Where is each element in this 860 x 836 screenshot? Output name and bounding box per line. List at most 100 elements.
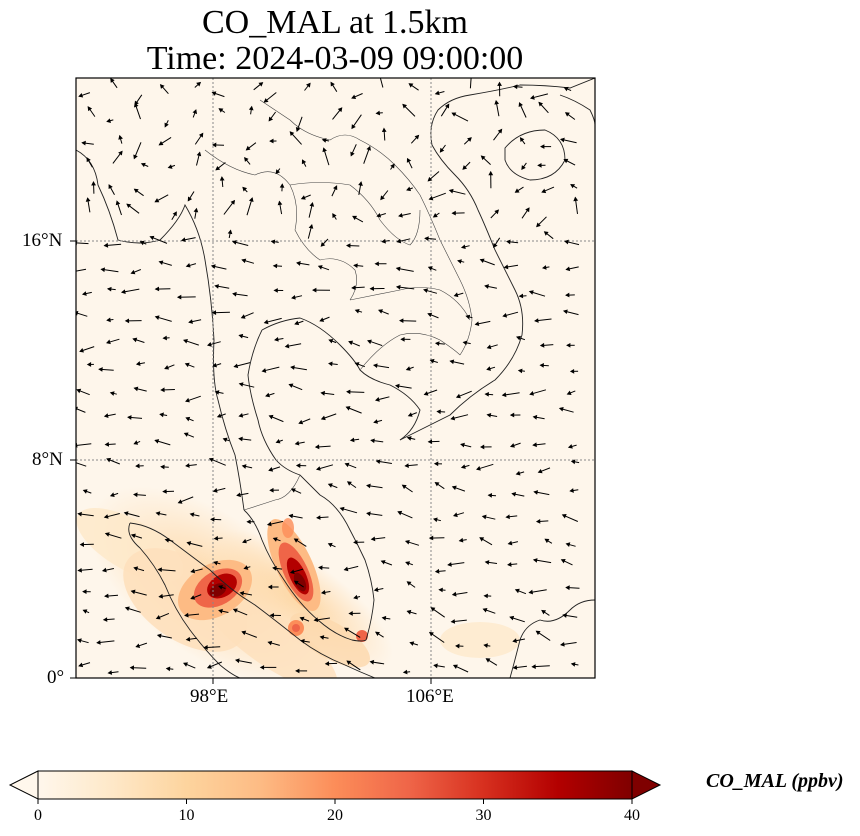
- wind-arrow-head: [135, 361, 141, 366]
- wind-arrow-head: [238, 333, 244, 339]
- wind-arrow-head: [198, 132, 204, 138]
- wind-arrow-head: [272, 566, 277, 571]
- wind-arrow-head: [109, 391, 115, 396]
- wind-arrow-head: [167, 164, 173, 169]
- wind-arrow-head: [306, 82, 311, 88]
- wind-arrow-head: [207, 342, 212, 347]
- wind-arrow-head: [438, 587, 443, 593]
- wind-arrow-head: [351, 285, 356, 291]
- wind-arrow-head: [427, 312, 433, 318]
- wind-arrow-head: [196, 81, 202, 87]
- wind-arrow-head: [184, 612, 189, 618]
- wind-arrow-head: [190, 595, 196, 600]
- wind-arrow-head: [210, 517, 215, 522]
- wind-arrow-head: [482, 607, 488, 613]
- wind-arrow-head: [450, 619, 456, 624]
- wind-arrow-head: [312, 287, 317, 293]
- wind-arrow-head: [118, 134, 123, 140]
- wind-arrow-head: [536, 222, 541, 228]
- wind-arrow-head: [238, 436, 243, 442]
- wind-arrow-head: [216, 413, 222, 418]
- wind-arrow-head: [242, 186, 248, 192]
- wind-arrow-head: [133, 386, 139, 392]
- wind-arrow-head: [353, 263, 358, 268]
- wind-arrow-head: [299, 616, 305, 622]
- wind-arrow-head: [81, 140, 86, 146]
- wind-arrow-head: [405, 561, 411, 566]
- wind-arrow-head: [505, 514, 510, 520]
- wind-arrow-head: [460, 464, 466, 469]
- wind-arrow-head: [162, 489, 167, 494]
- wind-arrow-head: [293, 580, 299, 585]
- wind-arrow-head: [212, 362, 218, 368]
- wind-arrow-head: [133, 188, 139, 194]
- wind-arrow-head: [294, 320, 300, 326]
- wind-arrow-head: [376, 212, 382, 218]
- colorbar-tick-20: 20: [327, 807, 343, 824]
- wind-arrow-head: [301, 159, 307, 165]
- wind-arrow-head: [222, 437, 228, 443]
- wind-arrow-head: [263, 98, 269, 103]
- wind-arrow-head: [127, 415, 132, 420]
- wind-arrow-head: [541, 265, 547, 270]
- wind-arrow-head: [154, 315, 160, 320]
- wind-arrow-head: [294, 440, 300, 446]
- wind-arrow-head: [185, 263, 191, 268]
- wind-arrow-head: [322, 147, 327, 153]
- wind-arrow-head: [433, 461, 439, 467]
- wind-arrow-head: [230, 199, 236, 205]
- wind-arrow-head: [349, 437, 355, 443]
- lat-tick-0: 0°: [47, 667, 65, 688]
- wind-arrow-head: [159, 84, 165, 89]
- wind-arrow-head: [428, 535, 434, 541]
- wind-arrow-head: [243, 565, 249, 570]
- wind-arrow-head: [366, 145, 371, 151]
- wind-arrow-head: [344, 462, 350, 468]
- wind-arrow-head: [449, 359, 455, 365]
- wind-arrow-head: [512, 638, 517, 644]
- wind-arrow-head: [497, 81, 502, 86]
- wind-arrow-head: [288, 513, 294, 519]
- wind-arrow-head: [317, 265, 323, 270]
- wind-arrow-head: [183, 338, 188, 344]
- wind-arrow-head: [300, 638, 305, 644]
- wind-arrow-head: [154, 286, 160, 292]
- wind-arrow-head: [372, 363, 378, 369]
- wind-arrow-head: [272, 537, 278, 542]
- wind-arrow-head: [423, 391, 429, 396]
- wind-arrow-head: [266, 521, 272, 527]
- wind-arrow-head: [512, 665, 518, 670]
- wind-arrow-head: [434, 568, 440, 574]
- wind-arrow-head: [133, 440, 139, 445]
- wind-arrow-head: [541, 188, 547, 194]
- wind-arrow-head: [239, 591, 245, 596]
- wind-arrow-head: [544, 538, 550, 544]
- wind-arrow-head: [458, 537, 464, 543]
- wind-arrow-head: [218, 108, 224, 113]
- wind-arrow-head: [350, 151, 355, 157]
- wind-arrow-head: [433, 663, 438, 669]
- wind-arrow-head: [467, 137, 472, 142]
- wind-arrow-head: [300, 195, 306, 200]
- wind-arrow-head: [430, 607, 436, 612]
- wind-arrow-head: [502, 312, 508, 318]
- wind-arrow-head: [295, 463, 301, 468]
- wind-arrow-head: [290, 488, 296, 493]
- wind-arrow-head: [373, 587, 379, 592]
- wind-arrow-head: [395, 284, 401, 290]
- wind-arrow-head: [507, 562, 512, 567]
- wind-arrow-head: [157, 567, 162, 573]
- wind-arrow-head: [452, 664, 458, 669]
- wind-arrow-head: [267, 640, 273, 646]
- wind-arrow-head: [434, 90, 440, 96]
- wind-arrow-head: [91, 181, 96, 186]
- wind-arrow-head: [315, 466, 321, 471]
- wind-arrow-head: [451, 591, 457, 597]
- wind-arrow-head: [535, 519, 541, 524]
- wind-arrow-head: [444, 103, 450, 109]
- wind-arrow-head: [337, 107, 343, 113]
- wind-arrow-head: [320, 242, 326, 247]
- wind-arrow-head: [378, 309, 383, 314]
- wind-arrow-head: [158, 260, 164, 265]
- wind-arrow-head: [486, 344, 492, 350]
